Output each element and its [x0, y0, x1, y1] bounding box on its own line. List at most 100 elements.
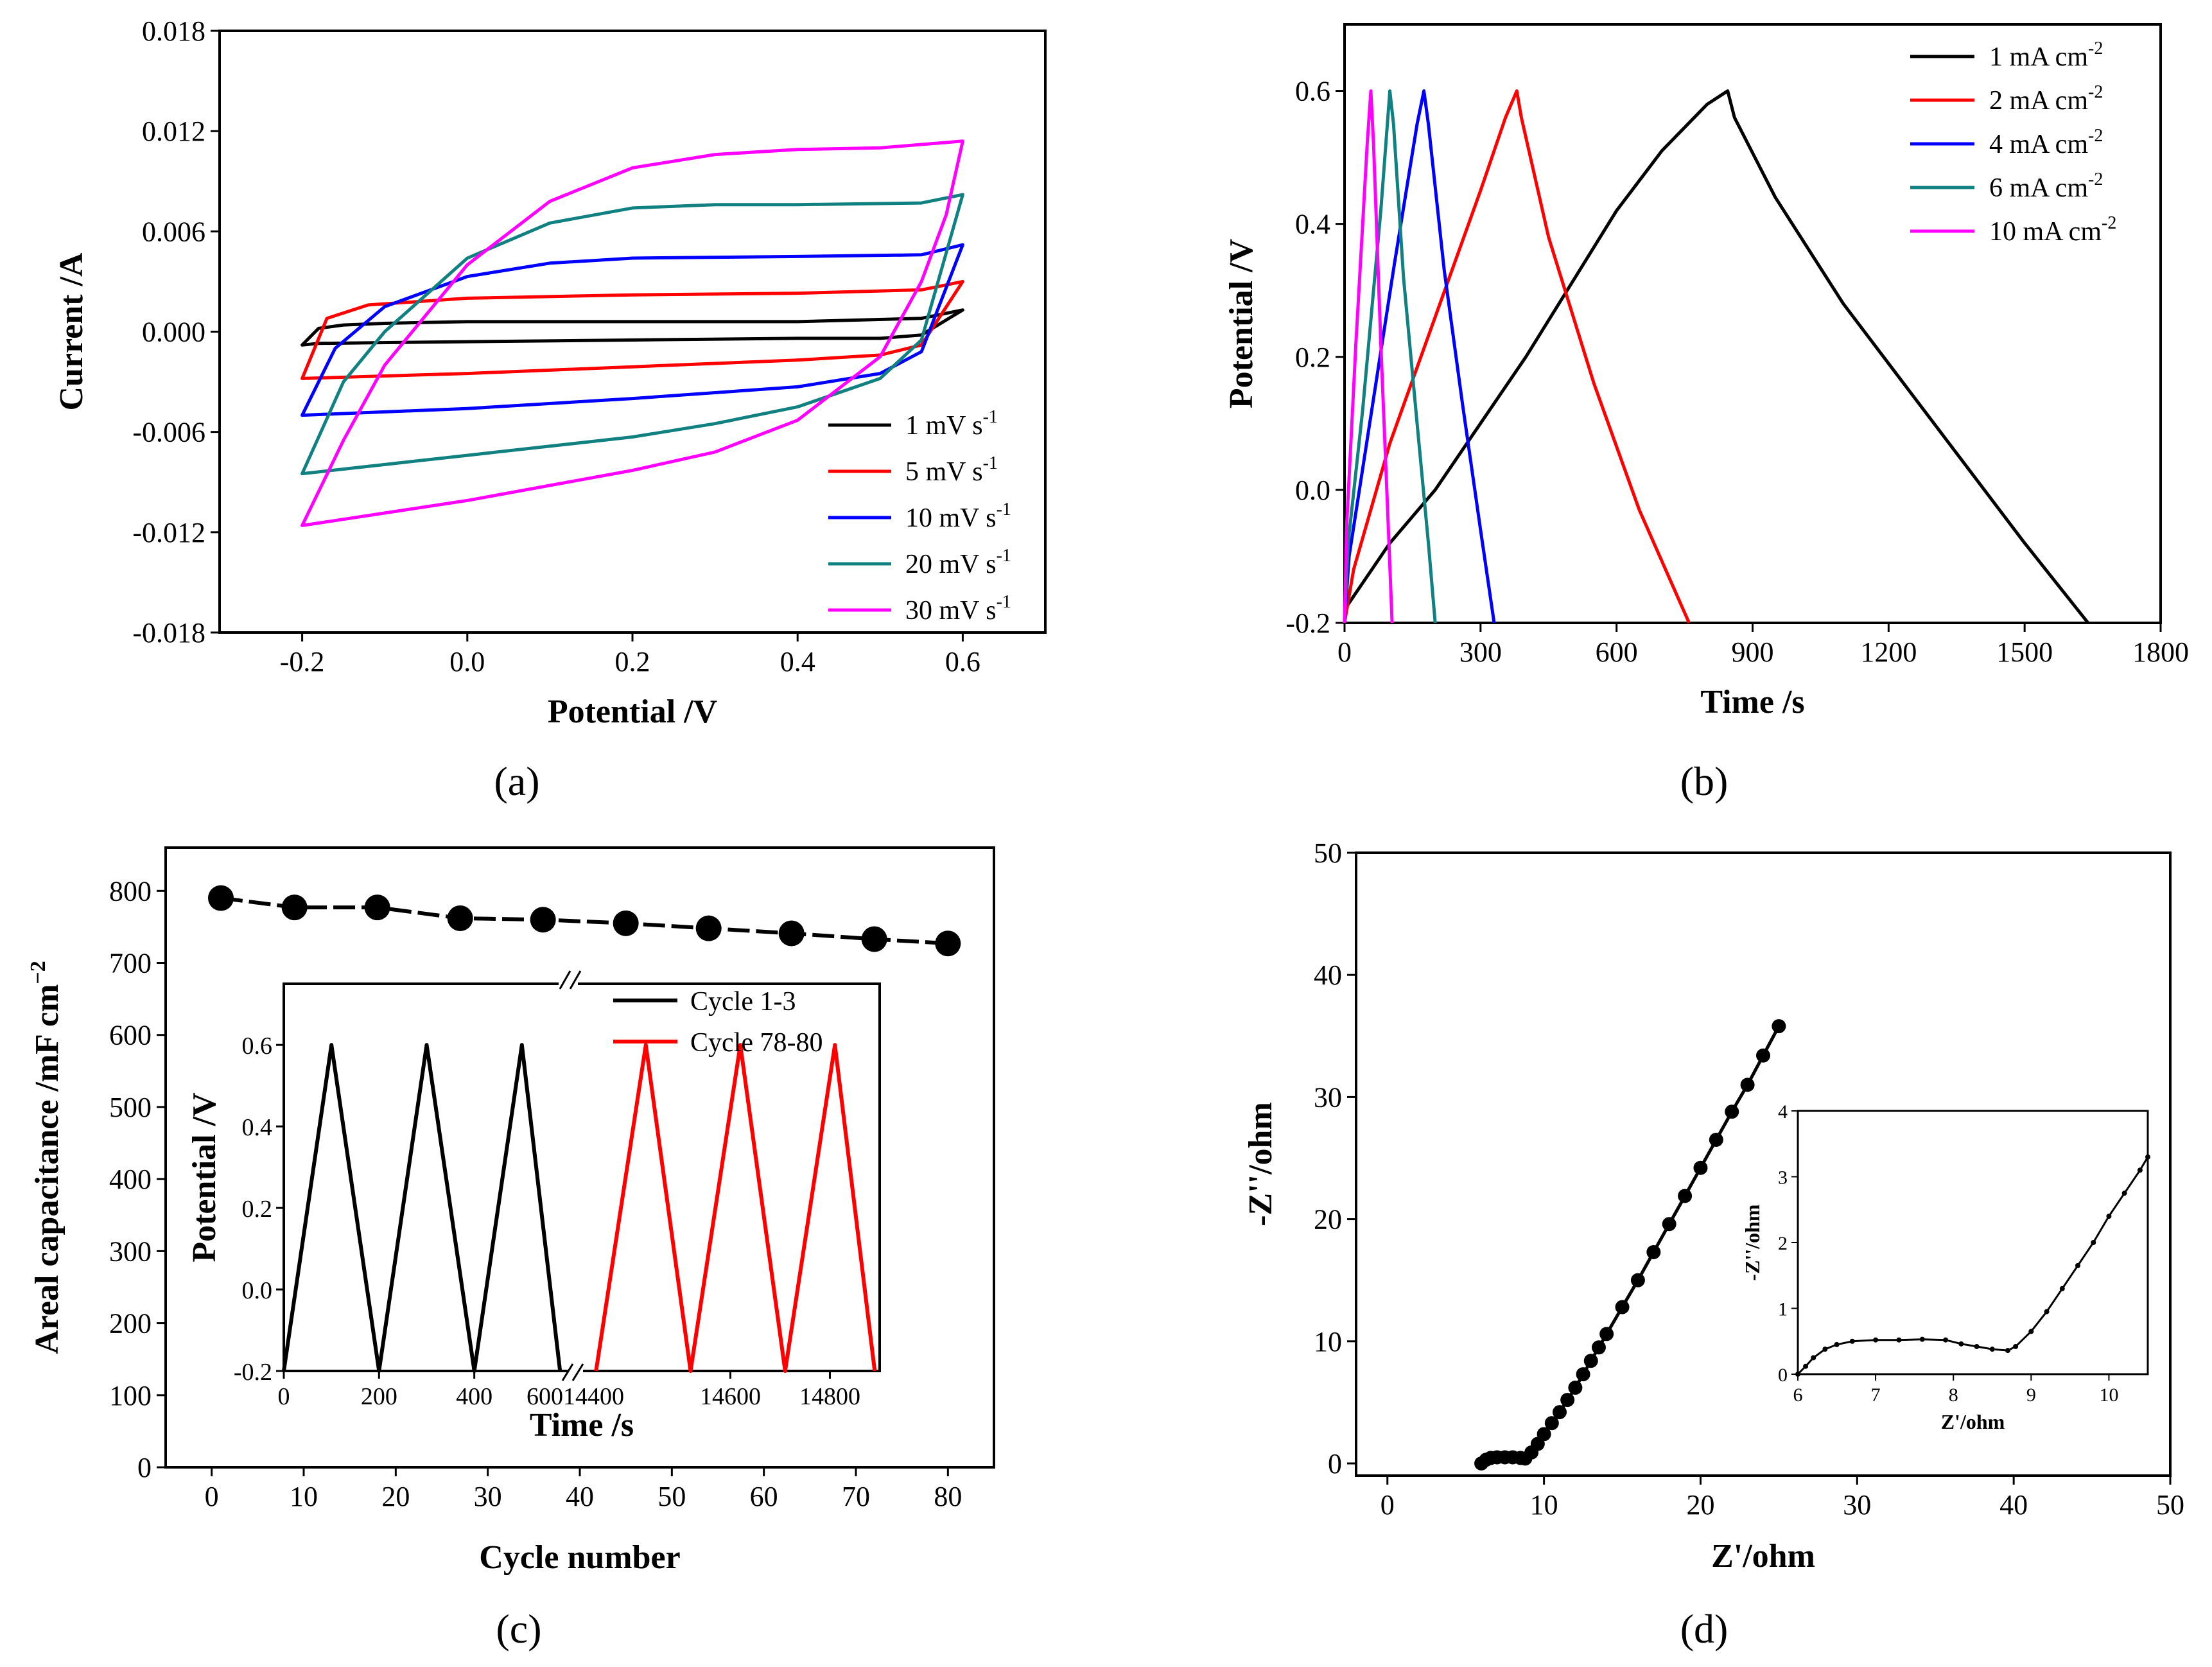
d-data-point: [1576, 1367, 1590, 1382]
a-legend-label: 30 mV s-1: [905, 592, 1011, 625]
c-inset-y-tick-label: 0.0: [242, 1277, 273, 1304]
b-y-tick-label: 0.4: [1295, 209, 1330, 240]
c-inset-legend-label: Cycle 1-3: [690, 987, 796, 1017]
c-data-point: [935, 930, 961, 957]
d-inset-y-tick-label: 2: [1778, 1233, 1788, 1254]
d-x-tick-label: 20: [1686, 1489, 1714, 1521]
d-inset-y-tick-label: 3: [1778, 1167, 1788, 1189]
b-x-tick-label: 900: [1732, 636, 1774, 668]
d-series-line: [1480, 1025, 1781, 1465]
d-inset-data-point: [1849, 1338, 1855, 1344]
b-y-tick-label: -0.2: [1285, 607, 1330, 639]
d-inset-data-point: [2106, 1214, 2112, 1219]
d-inset-data-point: [1873, 1337, 1879, 1343]
c-inset-frame: [283, 982, 881, 1372]
d-inset-data-point: [1803, 1363, 1809, 1369]
c-data-point: [530, 907, 556, 933]
a-y-tick-label: -0.018: [132, 617, 205, 649]
c-y-tick-label: 400: [109, 1164, 152, 1195]
c-x-tick-label: 50: [658, 1481, 686, 1512]
caption-b: (b): [1680, 758, 1729, 804]
a-legend-sup: -1: [983, 407, 998, 427]
a-plot-frame: [218, 30, 1047, 634]
d-plot-frame: [1355, 851, 2172, 1477]
b-legend-sup: -2: [2088, 170, 2103, 189]
c-inset-y-tick-label: 0.2: [242, 1196, 273, 1223]
d-data-point: [1678, 1189, 1693, 1203]
c-x-tick-label: 80: [934, 1481, 962, 1512]
d-x-tick-label: 10: [1530, 1489, 1558, 1521]
a-y-tick-label: 0.000: [142, 317, 205, 348]
d-data-point: [1740, 1078, 1755, 1092]
b-legend-label: 10 mA cm-2: [1989, 213, 2116, 247]
a-y-tick-label: 0.006: [142, 216, 205, 247]
b-series-line: [1343, 89, 2089, 624]
d-inset-data-point: [2005, 1348, 2010, 1354]
b-legend-label: 1 mA cm-2: [1989, 39, 2103, 72]
a-legend-label: 5 mV s-1: [905, 453, 998, 487]
b-legend-sup: -2: [2088, 39, 2103, 58]
b-series-line: [1343, 89, 1496, 624]
c-inset-axis-break-mark: [561, 1363, 584, 1381]
d-inset-x-tick-label: 7: [1871, 1384, 1881, 1406]
d-y-tick-label: 20: [1314, 1204, 1342, 1235]
c-y-tick-label: 600: [109, 1020, 152, 1051]
d-y-tick-label: 50: [1314, 837, 1342, 869]
d-x-axis-label: Z'/ohm: [1711, 1538, 1815, 1575]
d-y-tick-label: 10: [1314, 1326, 1342, 1357]
panel-c-cycling-chart: 0 10 20 30 40 50 60 70 8001002003004005006007008…: [26, 846, 995, 1576]
c-data-point: [778, 920, 805, 947]
d-y-tick-label: 40: [1314, 959, 1342, 991]
d-inset-data-point: [1834, 1341, 1840, 1347]
c-data-point: [613, 910, 639, 936]
a-x-tick-label: 0.2: [615, 646, 650, 677]
b-series-line: [1343, 89, 1691, 624]
d-inset-data-point: [2028, 1329, 2034, 1334]
d-inset-data-point: [1811, 1355, 1816, 1361]
d-data-point: [1537, 1427, 1551, 1442]
d-inset-data-point: [2091, 1240, 2096, 1245]
d-inset-data-point: [1822, 1347, 1828, 1352]
d-inset-data-point: [2137, 1167, 2143, 1173]
a-legend-label: 1 mV s-1: [905, 407, 998, 441]
c-inset-x-tick-label: 400: [456, 1383, 492, 1410]
d-inset-data-point: [1974, 1343, 1980, 1349]
c-inset-x-tick-label: 14600: [700, 1383, 761, 1410]
d-data-point: [1630, 1273, 1645, 1287]
d-inset-y-tick-label: 0: [1778, 1365, 1788, 1386]
d-inset-x-tick-label: 8: [1949, 1384, 1958, 1406]
b-legend-label: 6 mA cm-2: [1989, 170, 2103, 203]
d-data-point: [1756, 1048, 1770, 1063]
b-x-tick-label: 1500: [1996, 636, 2053, 668]
d-inset-y-tick-label: 1: [1778, 1299, 1788, 1320]
d-x-tick-label: 0: [1380, 1489, 1395, 1521]
c-y-tick-label: 700: [109, 948, 152, 979]
d-inset-y-axis-label: -Z''/ohm: [1741, 1204, 1764, 1280]
c-x-tick-label: 40: [566, 1481, 594, 1512]
d-data-point: [1772, 1019, 1786, 1034]
caption-a: (a): [494, 758, 539, 804]
d-y-tick-label: 0: [1328, 1448, 1342, 1479]
c-x-tick-label: 70: [842, 1481, 870, 1512]
b-x-tick-label: 600: [1596, 636, 1638, 668]
d-inset-data-point: [1919, 1336, 1925, 1342]
d-inset-x-tick-label: 10: [2099, 1384, 2118, 1406]
c-data-point: [281, 895, 308, 921]
c-x-tick-label: 0: [205, 1481, 219, 1512]
d-inset-data-point: [2121, 1191, 2127, 1196]
panel-a-cv-chart: -0.2 0.0 0.2 0.4 0.6 -0.018 -0.012 -0.006 0.000 0…: [53, 15, 1047, 730]
c-inset-y-tick-label: -0.2: [234, 1359, 272, 1386]
a-x-tick-label: 0.4: [780, 646, 815, 677]
a-legend-label: 20 mV s-1: [905, 546, 1011, 579]
b-legend-sup: -2: [2088, 126, 2103, 146]
a-x-tick-label: 0.0: [449, 646, 485, 677]
d-x-tick-label: 50: [2156, 1489, 2184, 1521]
panel-b-gcd-chart: 0 300 600 900 1200 1500 1800 -0.2 0.0 0.2 0.4 0.6 Ti…: [1223, 23, 2189, 720]
b-x-axis-label: Time /s: [1700, 684, 1804, 720]
a-legend-label: 10 mV s-1: [905, 500, 1011, 533]
c-x-tick-label: 30: [474, 1481, 502, 1512]
b-y-tick-label: 0.6: [1295, 76, 1330, 107]
c-y-tick-label: 800: [109, 875, 152, 907]
a-legend-sup: -1: [997, 546, 1011, 566]
